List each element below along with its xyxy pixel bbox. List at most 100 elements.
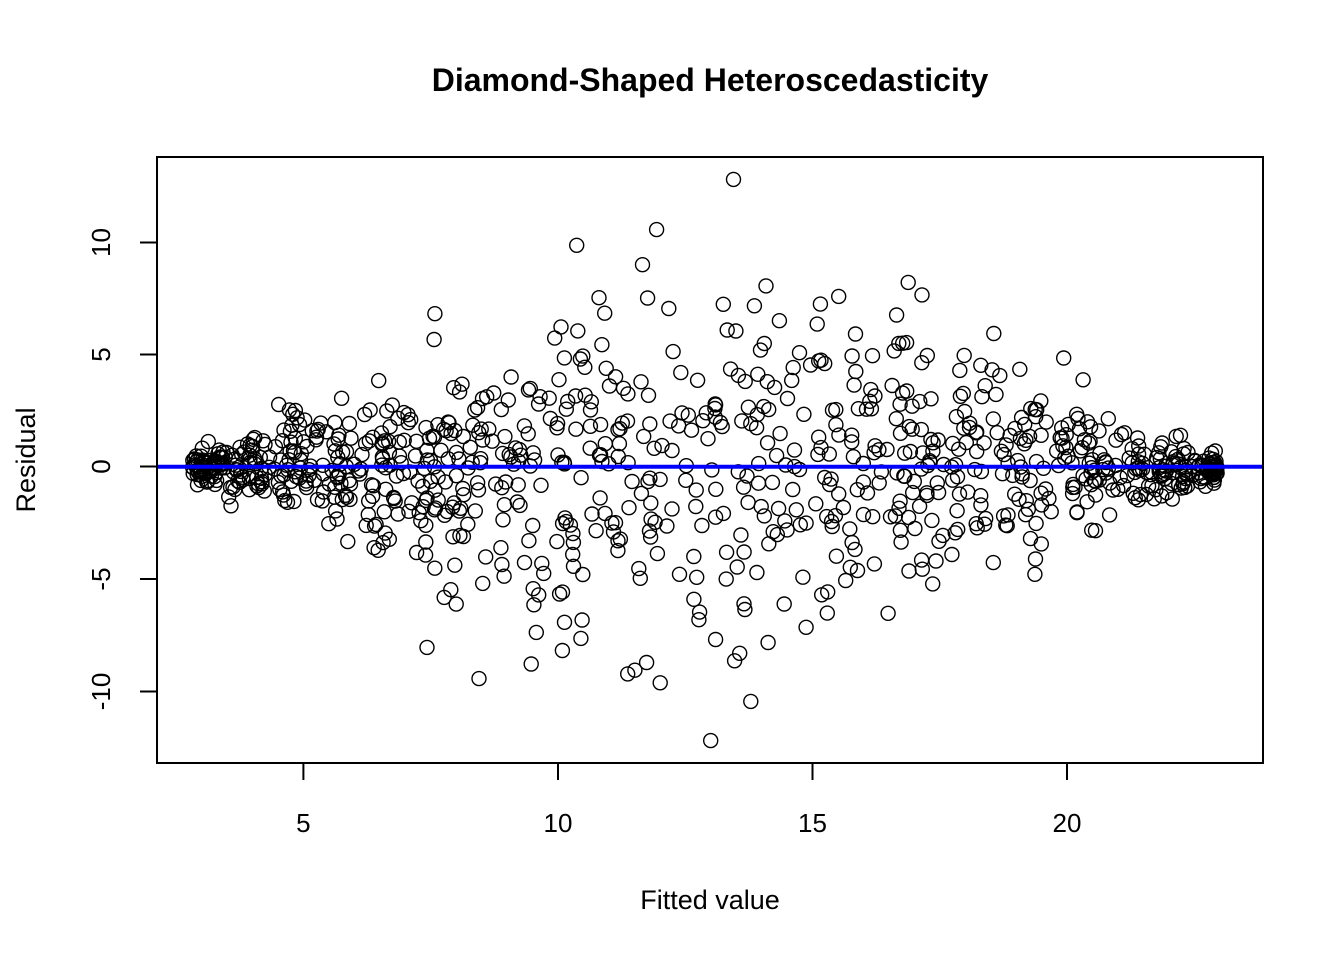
data-point bbox=[441, 415, 457, 431]
data-point bbox=[1022, 472, 1038, 489]
data-point bbox=[340, 533, 356, 550]
data-point bbox=[892, 493, 908, 509]
data-point bbox=[665, 343, 681, 360]
data-point bbox=[415, 499, 431, 515]
data-point bbox=[384, 397, 400, 413]
data-point bbox=[313, 415, 329, 431]
data-point bbox=[194, 440, 211, 456]
data-point bbox=[522, 380, 538, 397]
data-point bbox=[427, 306, 443, 322]
data-point bbox=[996, 446, 1012, 463]
data-point bbox=[688, 482, 704, 498]
data-point bbox=[913, 461, 929, 477]
x-axis: 5 10 15 20 bbox=[296, 762, 1081, 838]
data-point bbox=[1197, 478, 1214, 494]
data-point bbox=[1037, 481, 1054, 497]
data-point bbox=[756, 508, 772, 524]
data-point bbox=[427, 482, 443, 498]
data-point bbox=[1097, 454, 1114, 470]
data-point bbox=[671, 566, 688, 582]
data-point bbox=[929, 475, 945, 491]
data-point bbox=[597, 305, 613, 321]
data-point bbox=[715, 505, 732, 522]
data-point bbox=[470, 482, 487, 498]
data-point bbox=[949, 503, 965, 519]
x-tick-label: 15 bbox=[798, 808, 827, 838]
data-point bbox=[330, 449, 346, 466]
data-point bbox=[931, 533, 947, 549]
data-point bbox=[1086, 472, 1102, 489]
data-point bbox=[704, 462, 720, 478]
data-point bbox=[362, 402, 378, 418]
data-point bbox=[641, 523, 658, 539]
data-point bbox=[370, 542, 386, 558]
data-point bbox=[888, 307, 905, 323]
data-point bbox=[551, 586, 568, 602]
data-point bbox=[691, 612, 707, 628]
data-point bbox=[448, 468, 465, 484]
data-point bbox=[436, 507, 453, 523]
data-point bbox=[769, 526, 785, 543]
data-point bbox=[241, 482, 258, 498]
data-point bbox=[410, 473, 426, 489]
data-point bbox=[465, 417, 481, 433]
data-point bbox=[534, 555, 550, 572]
data-point bbox=[577, 359, 593, 375]
data-point bbox=[427, 560, 443, 576]
data-point bbox=[575, 566, 591, 583]
data-point bbox=[620, 666, 636, 682]
data-point bbox=[293, 446, 309, 462]
data-point bbox=[880, 605, 896, 621]
data-point bbox=[526, 597, 542, 613]
data-point bbox=[673, 364, 689, 381]
data-point bbox=[378, 481, 394, 497]
data-point bbox=[588, 523, 604, 539]
data-point bbox=[562, 517, 579, 533]
data-point bbox=[831, 486, 847, 502]
data-point bbox=[985, 554, 1001, 571]
data-point bbox=[1033, 427, 1049, 443]
data-point bbox=[516, 554, 533, 571]
data-point bbox=[572, 351, 589, 367]
data-point bbox=[574, 612, 590, 628]
data-point bbox=[361, 493, 377, 509]
data-point bbox=[444, 499, 461, 515]
data-point bbox=[911, 498, 928, 514]
data-point bbox=[1134, 455, 1151, 471]
data-point bbox=[366, 518, 383, 534]
data-point bbox=[859, 485, 876, 501]
data-point bbox=[469, 400, 486, 416]
data-point bbox=[968, 425, 984, 441]
data-point bbox=[707, 409, 723, 425]
data-point bbox=[947, 525, 963, 541]
data-point bbox=[573, 470, 589, 486]
data-point bbox=[467, 503, 483, 519]
data-point bbox=[437, 474, 454, 490]
data-point bbox=[642, 416, 658, 432]
data-point bbox=[478, 549, 494, 565]
chart-title: Diamond-Shaped Heteroscedasticity bbox=[432, 62, 989, 98]
x-axis-title: Fitted value bbox=[640, 885, 780, 915]
data-point bbox=[844, 427, 860, 443]
data-point bbox=[408, 433, 425, 449]
data-point bbox=[382, 419, 398, 435]
data-point bbox=[973, 357, 989, 373]
data-point bbox=[520, 426, 536, 442]
data-point bbox=[374, 435, 391, 451]
data-point bbox=[249, 478, 265, 494]
data-point bbox=[784, 372, 800, 389]
data-point bbox=[379, 403, 395, 419]
data-point bbox=[915, 445, 931, 461]
data-point bbox=[823, 471, 839, 487]
data-point bbox=[334, 491, 350, 508]
data-point bbox=[358, 517, 374, 534]
data-point bbox=[864, 348, 881, 364]
x-tick-label: 10 bbox=[544, 808, 573, 838]
data-point bbox=[582, 418, 599, 434]
data-point bbox=[648, 221, 665, 238]
data-point bbox=[924, 512, 940, 529]
data-point bbox=[640, 473, 656, 490]
y-tick-label: 5 bbox=[86, 347, 116, 361]
data-point bbox=[447, 422, 463, 439]
data-point bbox=[831, 427, 847, 443]
